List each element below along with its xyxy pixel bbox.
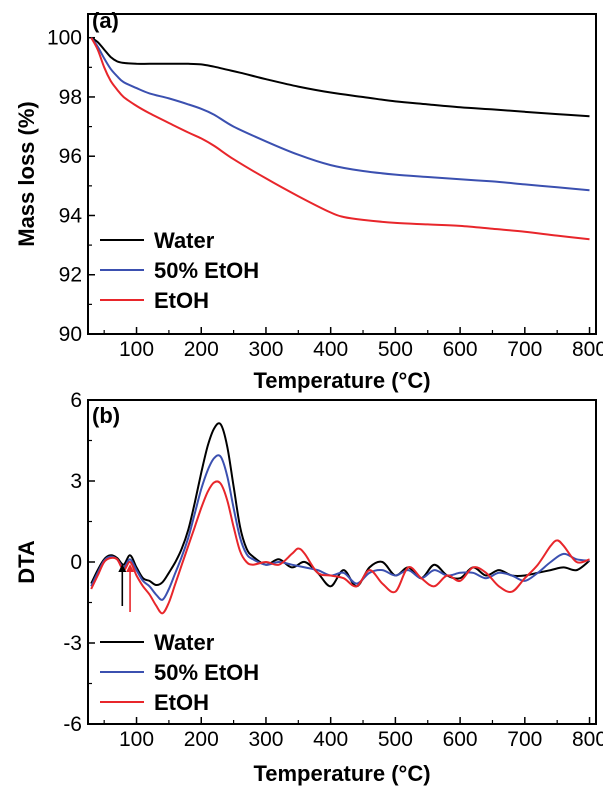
panel-b-x-tick-label: 300 <box>248 728 283 751</box>
panel-b-y-tick-label: 0 <box>70 551 82 574</box>
panel-a-x-tick-label: 800 <box>572 338 603 361</box>
panel-b-annotations <box>118 564 135 612</box>
panel-a-x-tick-label: 700 <box>507 338 542 361</box>
panel-a-ticks: 100 200 300 400 500 600 700 800 90 92 94 96 98 100 <box>47 27 603 361</box>
panel-a-y-tick-label: 98 <box>59 86 82 109</box>
panel-b-y-tick-label: 3 <box>70 470 82 493</box>
panel-a-y-tick-label: 92 <box>59 264 82 287</box>
panel-b-arrow-annotation <box>118 564 127 606</box>
panel-b-x-tick-label: 200 <box>184 728 219 751</box>
panel-b-arrow-annotation <box>126 564 135 612</box>
panel-a-plot-frame <box>87 13 597 335</box>
panel-b-legend-item: 50% EtOH <box>100 660 259 685</box>
panel-a-legend: Water 50% EtOH EtOH <box>100 228 259 313</box>
panel-b-y-tick-label: -3 <box>63 632 82 655</box>
panel-b-y-tick-label: -6 <box>63 713 82 736</box>
panel-a-series-line-etoh <box>90 37 590 241</box>
panel-a-y-axis-title: Mass loss (%) <box>14 101 39 247</box>
legend-label: Water <box>154 228 215 253</box>
panel-b-x-tick-label: 700 <box>507 728 542 751</box>
panel-a-legend-item: Water <box>100 228 215 253</box>
arrow-head <box>118 564 127 572</box>
legend-label: EtOH <box>154 690 209 715</box>
panel-b-series-line-water <box>90 422 591 588</box>
panel-a-y-tick-label: 100 <box>47 27 82 50</box>
legend-label: 50% EtOH <box>154 258 259 283</box>
panel-b-label: (b) <box>92 403 120 428</box>
panel-a-series-line-50-etoh <box>90 37 590 192</box>
panel-a-legend-item: 50% EtOH <box>100 258 259 283</box>
panel-b-dta-chart: (b) Temperature (°C) DTA 100 200 300 400 500… <box>14 389 603 786</box>
panel-a-x-tick-label: 200 <box>184 338 219 361</box>
panel-b-x-tick-label: 400 <box>313 728 348 751</box>
panel-a-x-tick-label: 100 <box>119 338 154 361</box>
panel-a-y-tick-label: 90 <box>59 323 82 346</box>
panel-b-y-tick-label: 6 <box>70 389 82 412</box>
legend-label: Water <box>154 630 215 655</box>
panel-a-label: (a) <box>92 8 119 33</box>
panel-b-x-tick-label: 600 <box>443 728 478 751</box>
panel-b-legend: Water 50% EtOH EtOH <box>100 630 259 715</box>
panel-a-x-axis-title: Temperature (°C) <box>253 368 430 393</box>
panel-b-x-axis-title: Temperature (°C) <box>253 761 430 786</box>
legend-label: EtOH <box>154 288 209 313</box>
panel-b-series-line-etoh <box>90 480 590 615</box>
panel-a-series-line-water <box>90 36 590 118</box>
panel-b-x-tick-label: 800 <box>572 728 603 751</box>
legend-label: 50% EtOH <box>154 660 259 685</box>
panel-a-y-tick-label: 94 <box>59 204 83 227</box>
panel-b-series <box>90 422 591 615</box>
panel-b-y-axis-title: DTA <box>14 540 39 584</box>
panel-a-mass-loss-chart: (a) Temperature (°C) Mass loss (%) 100 20… <box>14 8 603 393</box>
arrow-head <box>126 564 135 572</box>
panel-a-series <box>90 36 590 241</box>
panel-a-x-tick-label: 300 <box>248 338 283 361</box>
panel-b-x-tick-label: 100 <box>119 728 154 751</box>
panel-a-y-tick-label: 96 <box>59 145 82 168</box>
panel-a-legend-item: EtOH <box>100 288 209 313</box>
panel-b-legend-item: EtOH <box>100 690 209 715</box>
panel-a-x-tick-label: 500 <box>378 338 413 361</box>
panel-b-x-tick-label: 500 <box>378 728 413 751</box>
panel-b-legend-item: Water <box>100 630 215 655</box>
panel-a-x-tick-label: 400 <box>313 338 348 361</box>
panel-b-ticks: 100 200 300 400 500 600 700 800 -6 -3 0 3 6 <box>63 389 603 751</box>
panel-a-x-tick-label: 600 <box>443 338 478 361</box>
